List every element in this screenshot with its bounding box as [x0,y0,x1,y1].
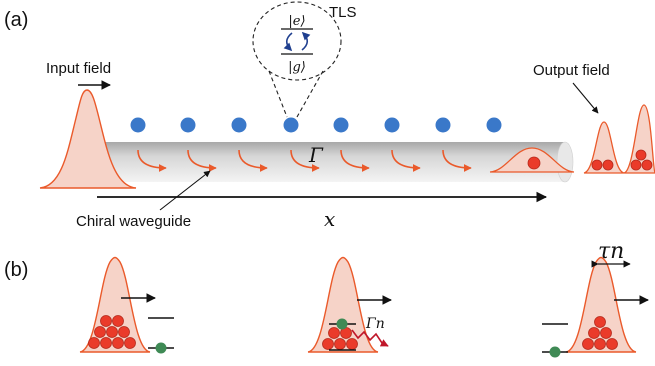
waveguide [97,142,565,182]
atom [435,117,451,133]
photon [328,327,340,339]
photon [594,338,606,350]
waveguide-end-cap [556,141,574,183]
atom [231,117,247,133]
photon [600,327,612,339]
transition-arrow-up [301,31,311,51]
output-pulse-2-photons [630,149,653,171]
photon [591,159,603,171]
output-pulse-1 [583,121,625,174]
stage-1-atom [155,342,167,354]
photon [112,337,124,349]
transition-arrow-down [283,32,293,52]
chiral-arrow [290,149,320,172]
atom-row [130,117,502,133]
chiral-coupling-arrows [137,149,472,172]
atom [333,117,349,133]
atom [180,117,196,133]
output-pulse-2 [623,104,655,174]
atom [384,117,400,133]
photon [630,159,642,171]
atom [283,117,299,133]
panel-b-label: (b) [4,259,28,281]
stage-3-atom [549,346,561,358]
chiral-arrow [187,149,217,172]
photon [594,316,606,328]
decay-rate-label: Γn [365,316,385,332]
chiral-arrow [340,149,370,172]
excited-state-label: |e⟩ [288,14,305,29]
coupling-gamma-label: Γ [308,143,324,167]
photon [94,326,106,338]
photon [112,315,124,327]
photon [100,315,112,327]
decay-arrow [351,329,389,347]
tls-inset-pointer-left [268,70,288,118]
photon [118,326,130,338]
photon [588,327,600,339]
photon [606,338,618,350]
panel-a-label: (a) [4,9,28,31]
output-pulse-1-photons [591,159,614,171]
output-pointer [572,82,599,114]
chiral-arrow [391,149,421,172]
tls-inset-bubble [252,1,342,81]
chiral-arrow [442,149,472,172]
stage-2-atom-excited [336,318,348,330]
photon [334,338,346,350]
photon [322,338,334,350]
output-field-label: Output field [533,62,610,79]
chiral-arrow [137,149,167,172]
photon [602,159,614,171]
photon [106,326,118,338]
pulse-stage-3 [565,256,637,353]
photon [124,337,136,349]
atom [486,117,502,133]
photon [88,337,100,349]
photon [582,338,594,350]
atom [130,117,146,133]
pulse-stage-3-photons [582,316,618,350]
pulse-stage-1 [79,256,151,353]
x-axis-label: x [324,207,335,231]
pulse-width-label: τn [598,239,624,264]
tls-label: TLS [329,4,357,21]
waveguide-pointer [159,170,211,211]
input-pulse [39,89,137,189]
pulse-stage-1-photons [88,315,136,349]
pulse-stage-2 [307,256,379,353]
chiral-arrow [238,149,268,172]
photon [641,159,653,171]
waveguide-label: Chiral waveguide [76,213,191,230]
tls-inset-pointer-right [296,70,324,118]
photon [527,156,541,170]
photon [100,337,112,349]
input-field-label: Input field [46,60,111,77]
photon [346,338,358,350]
photon [635,149,647,161]
ground-state-label: |g⟩ [288,60,306,75]
